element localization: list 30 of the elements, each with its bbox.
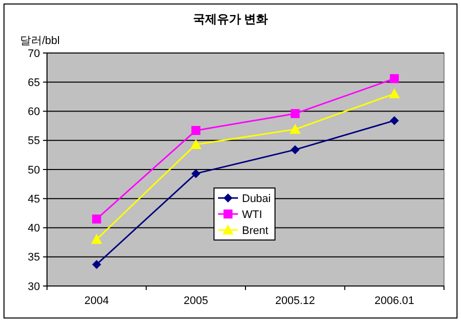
y-tick-label: 45 bbox=[28, 193, 40, 206]
point bbox=[388, 88, 400, 98]
y-axis-title: 달러/bbl bbox=[20, 35, 60, 47]
point bbox=[190, 138, 202, 149]
point bbox=[290, 109, 300, 118]
point bbox=[390, 74, 399, 84]
point bbox=[290, 145, 300, 154]
y-tick-label: 60 bbox=[28, 106, 40, 118]
point bbox=[290, 124, 301, 134]
y-tick-label: 55 bbox=[28, 135, 40, 148]
chart-title: 국제유가 변화 bbox=[192, 12, 268, 26]
y-tick-label: 65 bbox=[28, 76, 40, 89]
point bbox=[92, 214, 102, 224]
y-tick-label: 70 bbox=[28, 48, 40, 60]
point bbox=[91, 234, 102, 244]
point bbox=[390, 116, 399, 126]
y-tick-label: 50 bbox=[28, 164, 40, 176]
legend-label: Dubai bbox=[242, 192, 271, 205]
y-tick-label: 30 bbox=[28, 280, 40, 293]
y-tick-label: 35 bbox=[28, 252, 40, 264]
x-tick-label: 2005 bbox=[184, 295, 208, 307]
x-tick-label: 2004 bbox=[84, 295, 109, 307]
point bbox=[191, 126, 200, 135]
legend-label: WTI bbox=[242, 208, 262, 221]
y-tick-label: 40 bbox=[28, 222, 40, 235]
point bbox=[191, 169, 200, 178]
legend-label: Brent bbox=[242, 224, 268, 237]
x-tick-label: 2005.12 bbox=[275, 295, 316, 307]
point bbox=[92, 260, 102, 269]
x-tick-label: 2006.01 bbox=[374, 295, 414, 307]
